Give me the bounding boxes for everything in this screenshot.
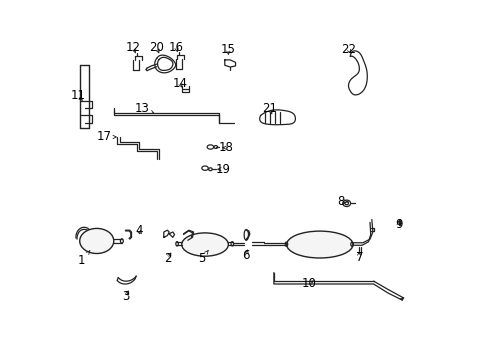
Text: 9: 9 [394,218,402,231]
Text: 5: 5 [197,251,208,265]
Text: 22: 22 [340,42,355,55]
Text: 12: 12 [125,41,141,54]
Text: 20: 20 [149,41,164,54]
Text: 11: 11 [70,89,85,102]
Text: 4: 4 [135,224,142,237]
Text: 14: 14 [172,77,187,90]
Text: 6: 6 [242,249,249,262]
Text: 16: 16 [168,41,183,54]
Ellipse shape [286,231,352,258]
Text: 15: 15 [221,42,235,55]
Text: 8: 8 [337,195,347,208]
Text: 21: 21 [262,102,277,115]
Text: 10: 10 [301,278,316,291]
Text: 17: 17 [97,130,116,144]
Text: 18: 18 [219,141,234,154]
Text: 13: 13 [135,102,154,115]
Text: 3: 3 [122,290,130,303]
Text: 2: 2 [163,252,171,265]
Ellipse shape [80,228,114,253]
Text: 1: 1 [78,251,90,267]
Ellipse shape [182,233,228,256]
Text: 7: 7 [355,251,362,264]
Text: 19: 19 [215,163,230,176]
